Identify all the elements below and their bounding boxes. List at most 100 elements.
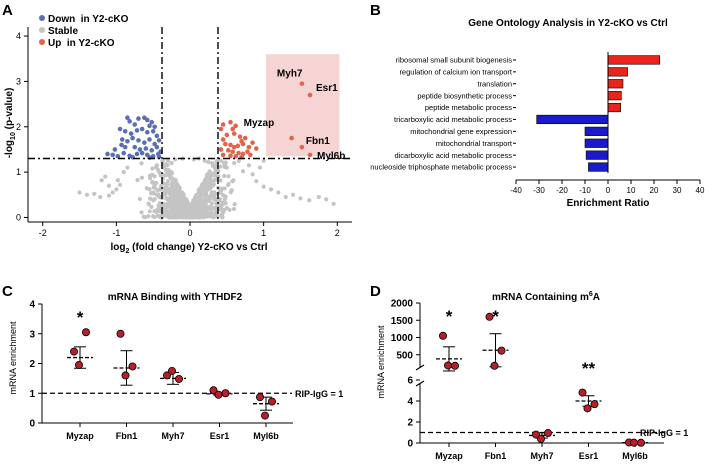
go-category-label: dicarboxylic acid metabolic process xyxy=(394,151,512,160)
m6a-axis-break-mark xyxy=(415,364,425,371)
volcano-point-stable xyxy=(139,175,145,180)
m6a-point xyxy=(590,400,599,409)
go-category-label: mitochondrial gene expression xyxy=(410,127,512,136)
m6a-y-tick-label-lower: 2 xyxy=(407,418,413,429)
m6a-x-tick-label: Myzap xyxy=(435,451,463,461)
go-bar xyxy=(607,55,661,65)
volcano-point-stable xyxy=(187,209,193,214)
ythdf2-point xyxy=(174,374,183,383)
volcano-point-stable xyxy=(154,187,159,192)
volcano-point-stable xyxy=(169,184,174,189)
ythdf2-point xyxy=(116,329,125,338)
volcano-point-stable xyxy=(201,215,206,220)
volcano-point-up xyxy=(250,140,255,145)
volcano-point-stable xyxy=(174,201,179,206)
volcano-point-stable xyxy=(158,173,163,178)
volcano-point-stable xyxy=(209,205,214,210)
m6a-significance: * xyxy=(446,307,453,326)
volcano-point-stable xyxy=(177,207,182,212)
ythdf2-axes: 0 1 2 3 4 Myzap Fbn1 Myh7 Esr1 Myl6b xyxy=(29,300,293,441)
volcano-point-stable xyxy=(261,184,266,189)
volcano-point-down xyxy=(143,146,149,151)
m6a-point xyxy=(443,361,452,370)
volcano-point-stable xyxy=(307,198,312,203)
volcano-point-stable xyxy=(217,207,223,212)
volcano-point-down xyxy=(132,122,138,127)
go-bar xyxy=(607,79,624,89)
m6a-y-tick-label-lower: 6 xyxy=(407,376,413,387)
volcano-point-up xyxy=(235,143,241,149)
volcano-point-down xyxy=(132,144,138,150)
volcano-point-stable xyxy=(226,182,231,187)
m6a-point xyxy=(497,346,506,355)
volcano-point-stable xyxy=(200,188,206,193)
go-bar xyxy=(588,162,609,172)
volcano-point-up xyxy=(225,148,231,153)
volcano-point-stable xyxy=(166,204,172,209)
volcano-point-stable xyxy=(173,215,178,220)
m6a-point xyxy=(637,438,646,447)
volcano-point-stable xyxy=(166,168,171,174)
go-category-labels: ribosomal small subunit biogenesis regula… xyxy=(370,56,513,172)
volcano-point-stable xyxy=(226,174,231,179)
go-category-label: ribosomal small subunit biogenesis xyxy=(396,56,513,65)
volcano-point-stable xyxy=(157,200,163,206)
volcano-point-down xyxy=(134,151,140,157)
volcano-point-stable xyxy=(99,178,104,183)
volcano-point-stable xyxy=(150,166,155,171)
go-x-tick-label: -10 xyxy=(579,186,591,195)
ythdf2-reference: RIP-IgG = 1 xyxy=(42,389,343,399)
volcano-point-stable xyxy=(222,186,227,191)
m6a-title-end: A xyxy=(593,292,600,303)
volcano-point-stable xyxy=(117,182,123,187)
volcano-ylabel-prefix: -log xyxy=(4,140,15,158)
volcano-point-stable xyxy=(139,210,144,215)
volcano-point-stable xyxy=(115,178,120,183)
volcano-point-stable xyxy=(209,210,214,215)
volcano-point-down xyxy=(137,147,143,152)
volcano-x-tick-label: -1 xyxy=(112,228,120,238)
volcano-point-stable xyxy=(174,181,179,186)
volcano-point-down xyxy=(110,152,115,158)
volcano-point-stable xyxy=(177,185,182,190)
volcano-point-up xyxy=(228,142,233,148)
volcano-point-down xyxy=(119,137,125,142)
volcano-point-stable xyxy=(159,204,165,209)
volcano-point-stable xyxy=(147,187,152,192)
volcano-point-stable xyxy=(283,194,288,200)
volcano-legend: Down in Y2-cKO Stable Up in Y2-cKO xyxy=(39,14,129,49)
volcano-point-stable xyxy=(268,187,274,192)
volcano-point-up xyxy=(242,135,248,141)
volcano-point-down xyxy=(119,142,124,148)
go-bar xyxy=(607,67,628,77)
volcano-point-stable xyxy=(196,201,201,206)
volcano-point-stable xyxy=(103,174,108,179)
volcano-point-stable xyxy=(167,190,172,196)
volcano-point-stable xyxy=(213,164,218,169)
m6a-y-tick-label-upper: 2000 xyxy=(391,299,414,310)
volcano-point-stable xyxy=(324,197,329,202)
m6a-y-tick-label-upper: 500 xyxy=(396,350,413,361)
volcano-point-stable xyxy=(232,202,237,207)
volcano-x-tick-label: -2 xyxy=(39,228,47,238)
volcano-point-stable xyxy=(208,186,213,191)
ythdf2-y-tick-label: 4 xyxy=(29,300,35,311)
volcano-point-stable xyxy=(137,196,142,202)
volcano-point-stable xyxy=(181,207,187,213)
volcano-point-up xyxy=(223,141,228,147)
go-category-label: translation xyxy=(477,79,512,88)
volcano-point-stable xyxy=(254,179,259,184)
m6a-y-tick-label-upper: 1000 xyxy=(391,333,414,344)
m6a-x-tick-label: Myh7 xyxy=(530,451,553,461)
volcano-point-stable xyxy=(222,173,227,179)
volcano-point-stable xyxy=(298,196,303,201)
volcano-point-stable xyxy=(221,160,226,165)
m6a-point xyxy=(544,429,553,438)
volcano-point-stable xyxy=(152,214,157,220)
volcano-point-stable xyxy=(211,182,217,187)
legend-stable-marker xyxy=(39,27,45,33)
volcano-point-down xyxy=(147,155,152,160)
ythdf2-point xyxy=(255,393,264,402)
ythdf2-data: * xyxy=(67,308,279,420)
